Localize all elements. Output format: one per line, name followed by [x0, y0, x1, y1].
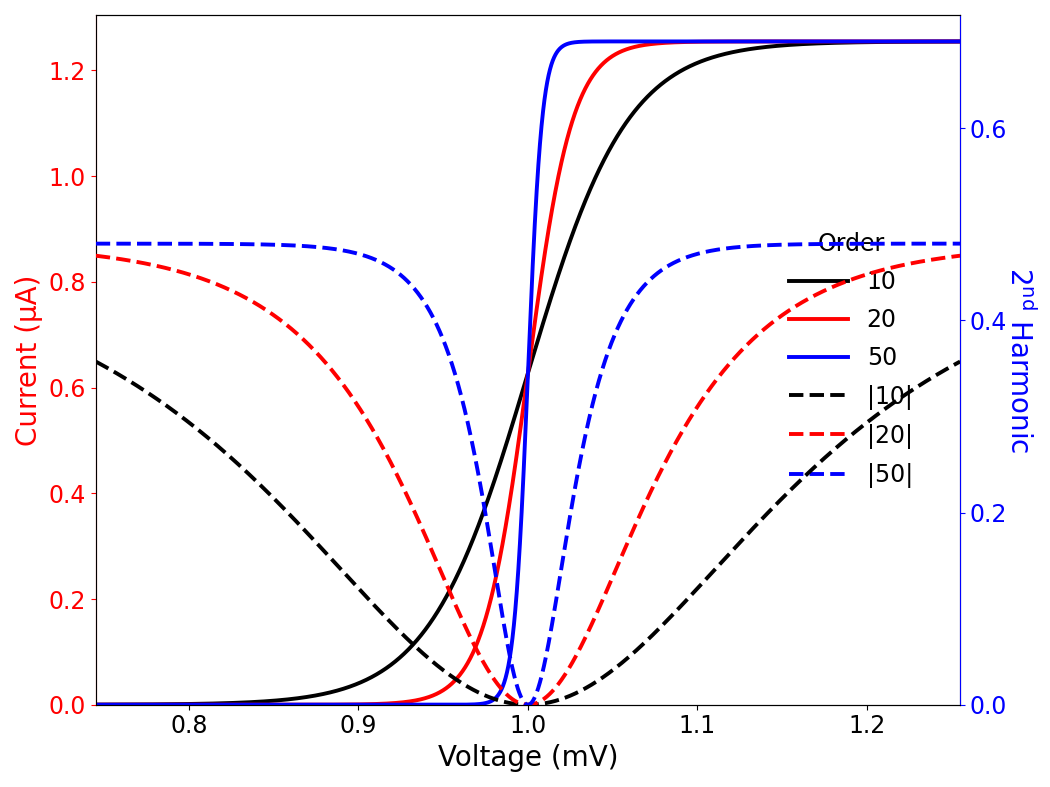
X-axis label: Voltage (mV): Voltage (mV): [438, 744, 618, 772]
Legend: 10, 20, 50, |10|, |20|, |50|: 10, 20, 50, |10|, |20|, |50|: [779, 223, 922, 497]
Y-axis label: Current (μA): Current (μA): [15, 274, 43, 445]
Y-axis label: 2$^\mathrm{nd}$ Harmonic: 2$^\mathrm{nd}$ Harmonic: [1005, 267, 1035, 453]
